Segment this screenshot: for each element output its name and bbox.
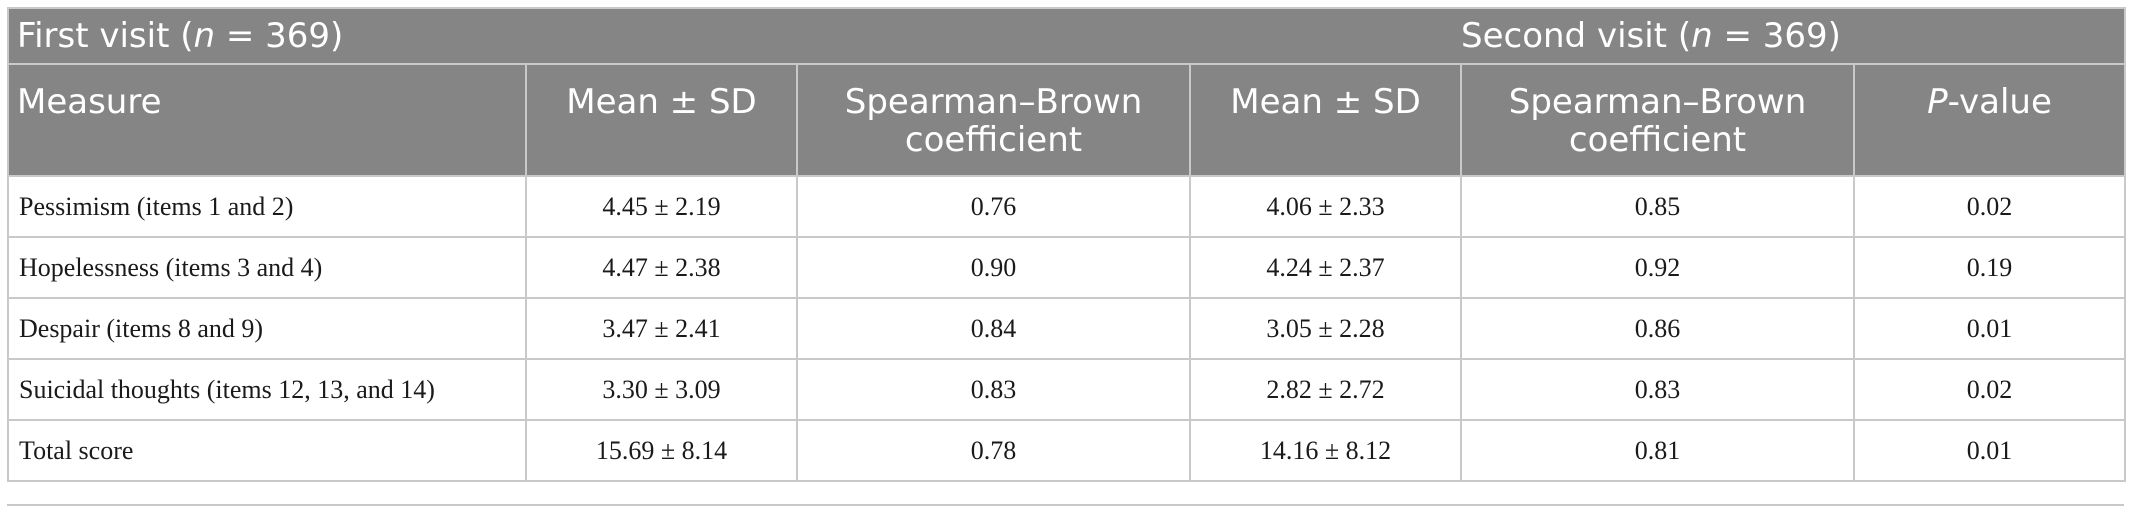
table-row: Suicidal thoughts (items 12, 13, and 14)… bbox=[7, 358, 2127, 421]
spearman-brown-second-cell: 0.81 bbox=[1460, 419, 1856, 482]
table-row: Despair (items 8 and 9) 3.47 ± 2.41 0.84… bbox=[7, 297, 2127, 360]
mean-second-cell: 14.16 ± 8.12 bbox=[1188, 419, 1463, 482]
p-value-cell: 0.02 bbox=[1853, 358, 2127, 421]
bottom-divider bbox=[7, 504, 2124, 506]
mean-first-cell: 4.45 ± 2.19 bbox=[525, 175, 798, 238]
mean-first-cell: 3.47 ± 2.41 bbox=[525, 297, 798, 360]
column-header-p-value: P-value bbox=[1853, 63, 2127, 177]
column-header-row: Measure Mean ± SD Spearman–Brown coeffic… bbox=[7, 63, 2127, 177]
spearman-brown-second-cell: 0.85 bbox=[1460, 175, 1856, 238]
column-header-spearman-brown-second: Spearman–Brown coefficient bbox=[1460, 63, 1856, 177]
spearman-brown-first-cell: 0.76 bbox=[796, 175, 1191, 238]
mean-second-cell: 4.06 ± 2.33 bbox=[1188, 175, 1463, 238]
column-header-mean-first: Mean ± SD bbox=[525, 63, 798, 177]
measure-cell: Suicidal thoughts (items 12, 13, and 14) bbox=[7, 358, 527, 421]
group-header-second-visit: Second visit (n = 369) bbox=[1461, 7, 2127, 65]
table-body: Pessimism (items 1 and 2) 4.45 ± 2.19 0.… bbox=[7, 175, 2127, 482]
p-value-cell: 0.01 bbox=[1853, 419, 2127, 482]
measure-cell: Hopelessness (items 3 and 4) bbox=[7, 236, 527, 299]
spearman-brown-second-cell: 0.86 bbox=[1460, 297, 1856, 360]
spearman-brown-first-cell: 0.90 bbox=[796, 236, 1191, 299]
p-value-cell: 0.01 bbox=[1853, 297, 2127, 360]
mean-first-cell: 4.47 ± 2.38 bbox=[525, 236, 798, 299]
table-row: Hopelessness (items 3 and 4) 4.47 ± 2.38… bbox=[7, 236, 2127, 299]
mean-first-cell: 3.30 ± 3.09 bbox=[525, 358, 798, 421]
column-header-spearman-brown-first: Spearman–Brown coefficient bbox=[796, 63, 1191, 177]
spearman-brown-second-cell: 0.92 bbox=[1460, 236, 1856, 299]
spearman-brown-first-cell: 0.84 bbox=[796, 297, 1191, 360]
mean-second-cell: 4.24 ± 2.37 bbox=[1188, 236, 1463, 299]
column-header-measure: Measure bbox=[7, 63, 527, 177]
group-header-first-visit: First visit (n = 369) bbox=[6, 7, 1462, 65]
spearman-brown-second-cell: 0.83 bbox=[1460, 358, 1856, 421]
column-header-mean-second: Mean ± SD bbox=[1188, 63, 1463, 177]
mean-second-cell: 3.05 ± 2.28 bbox=[1188, 297, 1463, 360]
measure-cell: Total score bbox=[7, 419, 527, 482]
spearman-brown-first-cell: 0.83 bbox=[796, 358, 1191, 421]
measure-cell: Pessimism (items 1 and 2) bbox=[7, 175, 527, 238]
table-row: Pessimism (items 1 and 2) 4.45 ± 2.19 0.… bbox=[7, 175, 2127, 238]
p-value-cell: 0.19 bbox=[1853, 236, 2127, 299]
mean-second-cell: 2.82 ± 2.72 bbox=[1188, 358, 1463, 421]
results-table: First visit (n = 369) Second visit (n = … bbox=[6, 7, 2127, 482]
table-row: Total score 15.69 ± 8.14 0.78 14.16 ± 8.… bbox=[7, 419, 2127, 482]
table-header: First visit (n = 369) Second visit (n = … bbox=[6, 7, 2127, 177]
group-header-row: First visit (n = 369) Second visit (n = … bbox=[6, 7, 2127, 65]
measure-cell: Despair (items 8 and 9) bbox=[7, 297, 527, 360]
mean-first-cell: 15.69 ± 8.14 bbox=[525, 419, 798, 482]
p-value-cell: 0.02 bbox=[1853, 175, 2127, 238]
spearman-brown-first-cell: 0.78 bbox=[796, 419, 1191, 482]
